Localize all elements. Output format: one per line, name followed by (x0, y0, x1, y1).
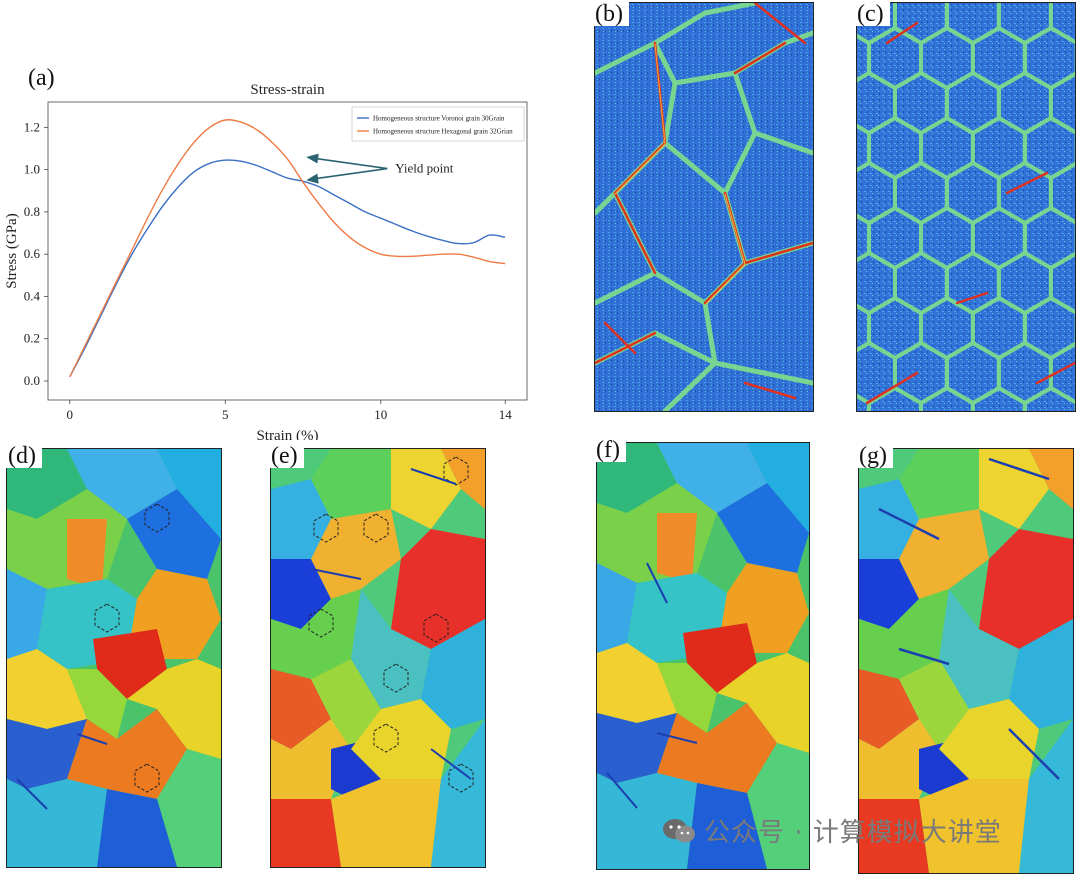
yield-arrow-head-2 (306, 173, 319, 184)
y-tick-label: 1.0 (24, 162, 40, 177)
panel-label-b: (b) (589, 2, 629, 26)
panel-f-voronoi-grain-map (596, 442, 810, 870)
chart-svg: Stress-strain 0 5 10 14 0.0 0.2 0.4 0.6 0.8 1.0 1.2… (4, 82, 528, 444)
x-axis-label: Strain (%) (256, 428, 318, 440)
legend-label-2: Homogeneous structure Hexagonal grain 32… (373, 128, 513, 136)
panel-label-f: (f) (590, 438, 626, 462)
y-tick-label: 0.2 (24, 331, 40, 346)
y-tick-label: 1.2 (24, 119, 40, 134)
voronoi-grain-image-f (597, 443, 809, 869)
chart-title: Stress-strain (250, 82, 325, 98)
wechat-icon (663, 818, 695, 842)
panel-g-hexagonal-grain-map (858, 448, 1074, 874)
panel-e-hexagonal-grain-map (270, 448, 486, 868)
hexagonal-grain-image-g (859, 449, 1073, 873)
legend-box (351, 106, 525, 142)
voronoi-grain-image-d (7, 449, 221, 867)
legend-label-1: Homogeneous structure Voronoi grain 30Gr… (373, 115, 505, 123)
panel-label-e: (e) (265, 444, 304, 468)
hexagonal-stress-image (857, 3, 1075, 411)
series-line-1 (69, 159, 506, 378)
y-axis-label: Stress (GPa) (4, 213, 20, 288)
panel-label-a: (a) (28, 65, 55, 91)
x-tick-label: 5 (222, 407, 229, 422)
plot-frame (47, 101, 528, 401)
hex-grain-boundary (1048, 161, 1075, 225)
y-tick-label: 0.8 (24, 204, 40, 219)
x-tick-label: 14 (499, 407, 513, 422)
panel-label-g: (g) (853, 444, 893, 468)
yield-point-label: Yield point (395, 161, 454, 176)
yield-arrow-line-2 (315, 167, 388, 180)
y-tick-label: 0.6 (24, 246, 41, 261)
y-tick-label: 0.0 (24, 373, 40, 388)
voronoi-stress-image (595, 3, 813, 411)
panel-label-d: (d) (2, 444, 42, 468)
panel-label-c: (c) (851, 2, 890, 26)
stress-strain-chart: Stress-strain 0 5 10 14 0.0 0.2 0.4 0.6 0.8 1.0 1.2… (0, 60, 560, 444)
hex-grain-boundary (1048, 251, 1075, 315)
panel-c-hexagonal-stress-map (856, 2, 1076, 412)
x-tick-label: 10 (374, 407, 387, 422)
panel-d-voronoi-grain-map (6, 448, 222, 868)
hex-grain-boundary (1048, 341, 1075, 405)
hexagonal-grain-image-e (271, 449, 485, 867)
watermark-text: 公众号 · 计算模拟大讲堂 (704, 818, 1002, 848)
x-tick-label: 0 (67, 407, 74, 422)
hex-grain-boundary (1022, 385, 1075, 411)
yield-arrow-line-1 (315, 157, 388, 170)
yield-arrow-head-1 (306, 153, 319, 164)
panel-b-voronoi-stress-map (594, 2, 814, 412)
y-tick-label: 0.4 (24, 288, 41, 303)
series-line-2 (69, 119, 506, 378)
watermark: 公众号 · 计算模拟大讲堂 (662, 812, 1002, 849)
hex-grain-boundary (1048, 71, 1075, 135)
